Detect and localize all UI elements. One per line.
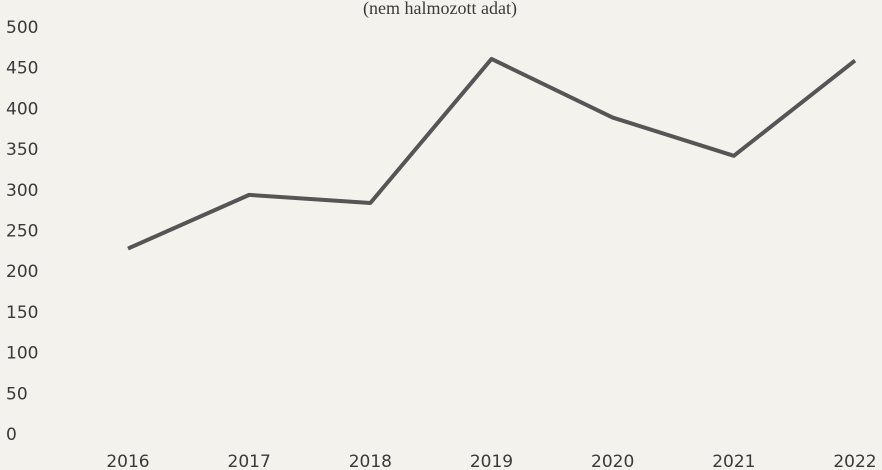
chart-subtitle: (nem halmozott adat) xyxy=(363,0,517,19)
y-tick-label: 200 xyxy=(6,262,38,282)
x-tick-label: 2022 xyxy=(833,452,876,470)
y-tick-label: 350 xyxy=(6,140,38,160)
y-tick-label: 400 xyxy=(6,99,38,119)
data-line xyxy=(127,56,857,251)
y-tick-label: 300 xyxy=(6,181,38,201)
y-tick-label: 500 xyxy=(6,18,38,38)
y-tick-label: 150 xyxy=(6,303,38,323)
x-tick-label: 2021 xyxy=(712,452,755,470)
y-tick-label: 100 xyxy=(6,344,38,364)
y-tick-label: 50 xyxy=(6,384,28,404)
y-tick-label: 250 xyxy=(6,222,38,242)
x-tick-label: 2019 xyxy=(470,452,513,470)
y-tick-label: 450 xyxy=(6,59,38,79)
y-tick-label: 0 xyxy=(6,425,17,445)
x-tick-label: 2020 xyxy=(591,452,634,470)
x-tick-label: 2017 xyxy=(228,452,271,470)
x-tick-label: 2018 xyxy=(349,452,392,470)
x-tick-label: 2016 xyxy=(106,452,149,470)
